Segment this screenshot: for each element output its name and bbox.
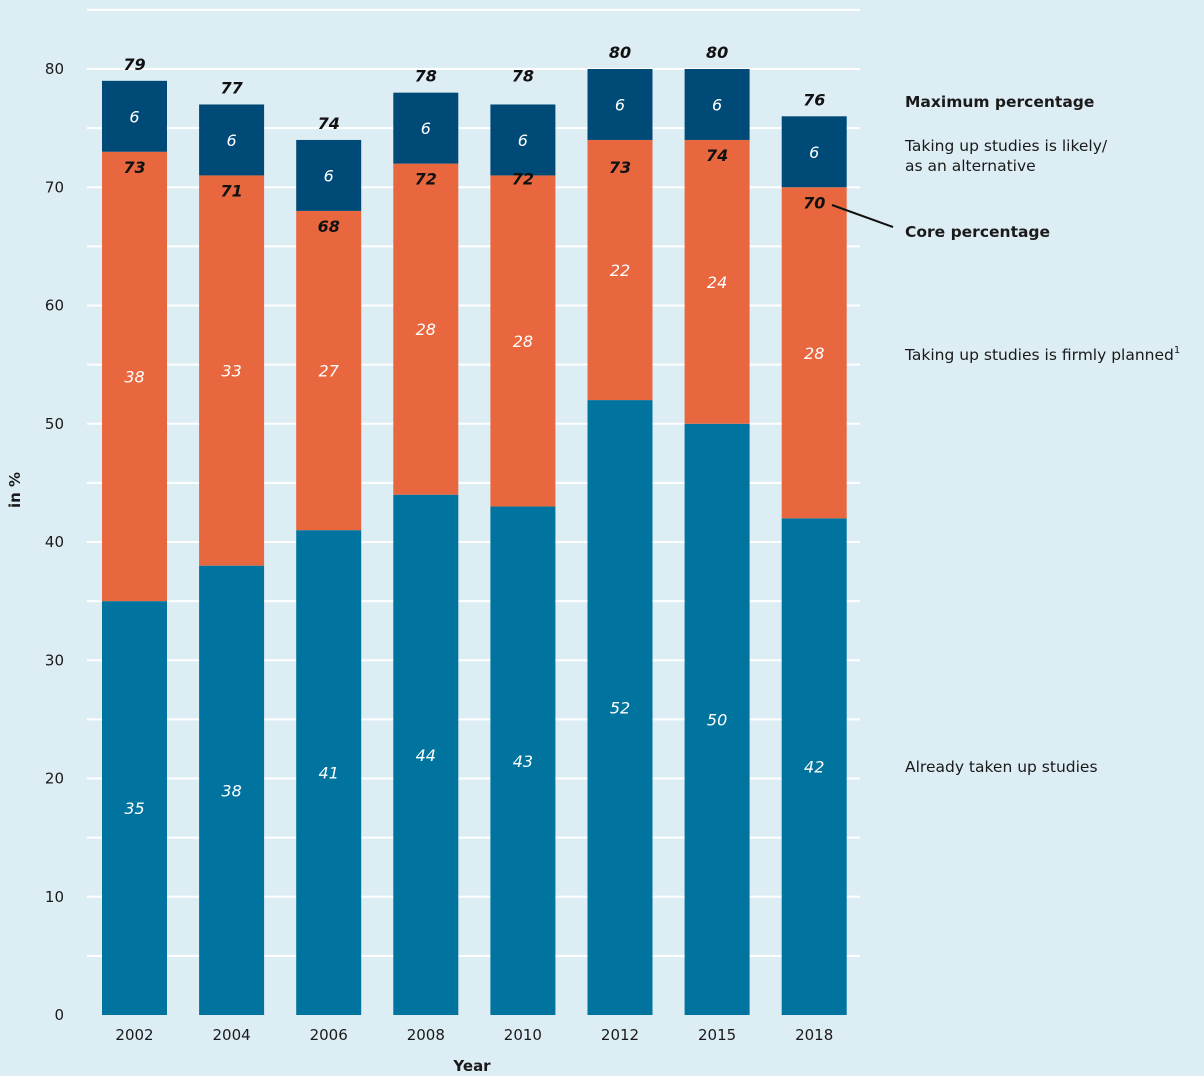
segment-label-already-taken-up-2018: 42 <box>804 758 824 777</box>
x-tick-2004: 2004 <box>213 1026 251 1044</box>
bars <box>102 69 847 1016</box>
legend-footnote-marker: 1 <box>1174 345 1180 356</box>
segment-label-likely-alternative-2015: 6 <box>712 95 722 114</box>
bar-likely-alternative-2010 <box>490 104 556 176</box>
maximum-percentage-label-2006: 74 <box>318 114 340 133</box>
segment-label-firmly-planned-2012: 22 <box>610 261 630 280</box>
segment-label-likely-alternative-2006: 6 <box>324 166 334 185</box>
bar-likely-alternative-2006 <box>296 139 362 211</box>
segment-label-firmly-planned-2002: 38 <box>124 367 144 386</box>
legend-likely-line2: as an alternative <box>905 157 1036 175</box>
bar-already-taken-up-2018 <box>781 518 847 1015</box>
legend-firmly-planned: Taking up studies is firmly planned1 <box>904 345 1180 364</box>
segment-label-already-taken-up-2006: 41 <box>319 764 339 783</box>
legend-core-percentage: Core percentage <box>905 223 1050 241</box>
legend-maximum-percentage: Maximum percentage <box>905 93 1094 111</box>
segment-label-likely-alternative-2008: 6 <box>421 119 431 138</box>
x-tick-2008: 2008 <box>407 1026 445 1044</box>
x-tick-2018: 2018 <box>795 1026 833 1044</box>
bar-already-taken-up-2010 <box>490 506 556 1015</box>
core-percentage-label-2004: 71 <box>220 181 242 200</box>
segment-label-already-taken-up-2004: 38 <box>221 781 241 800</box>
core-percentage-label-2012: 73 <box>609 158 631 177</box>
bar-likely-alternative-2018 <box>781 116 847 188</box>
total-labels: 73 79 71 77 68 74 72 78 72 78 73 80 74 80 70 76 <box>123 43 825 236</box>
y-tick-70: 70 <box>45 178 64 196</box>
segment-label-firmly-planned-2008: 28 <box>416 320 436 339</box>
x-tick-2002: 2002 <box>115 1026 153 1044</box>
segment-label-already-taken-up-2012: 52 <box>610 699 630 718</box>
bar-likely-alternative-2008 <box>393 92 459 164</box>
maximum-percentage-label-2010: 78 <box>512 67 534 86</box>
legend-firmly-planned-label: Taking up studies is firmly planned <box>904 346 1174 364</box>
segment-label-firmly-planned-2010: 28 <box>513 332 533 351</box>
maximum-percentage-label-2008: 78 <box>415 67 437 86</box>
bar-already-taken-up-2002 <box>102 601 167 1015</box>
y-tick-50: 50 <box>45 415 64 433</box>
bar-firmly-planned-2018 <box>781 187 847 519</box>
x-axis-title: Year <box>452 1057 491 1075</box>
segment-label-likely-alternative-2012: 6 <box>615 95 625 114</box>
maximum-percentage-label-2015: 80 <box>706 43 728 62</box>
y-tick-60: 60 <box>45 297 64 315</box>
y-tick-80: 80 <box>45 60 64 78</box>
bar-likely-alternative-2012 <box>587 69 653 140</box>
core-percentage-label-2015: 74 <box>706 146 728 165</box>
bar-firmly-planned-2002 <box>102 151 167 602</box>
core-percentage-label-2002: 73 <box>123 158 145 177</box>
y-tick-40: 40 <box>45 533 64 551</box>
core-percentage-label-2008: 72 <box>415 170 437 189</box>
core-percentage-label-2018: 70 <box>803 193 825 212</box>
bar-firmly-planned-2012 <box>587 139 653 401</box>
bar-already-taken-up-2004 <box>199 565 265 1015</box>
maximum-percentage-label-2004: 77 <box>220 78 243 97</box>
bar-firmly-planned-2004 <box>199 175 265 566</box>
segment-label-already-taken-up-2008: 44 <box>416 746 436 765</box>
bar-likely-alternative-2004 <box>199 104 265 176</box>
bar-already-taken-up-2015 <box>684 423 750 1015</box>
legend-likely-line1: Taking up studies is likely/ <box>904 137 1108 155</box>
bar-firmly-planned-2015 <box>684 139 750 424</box>
segment-label-already-taken-up-2002: 35 <box>124 799 144 818</box>
y-tick-30: 30 <box>45 651 64 669</box>
segment-label-likely-alternative-2010: 6 <box>518 131 528 150</box>
bar-firmly-planned-2006 <box>296 210 362 531</box>
core-percentage-label-2010: 72 <box>512 170 534 189</box>
segment-label-firmly-planned-2006: 27 <box>319 362 340 381</box>
y-axis-ticks: 0 10 20 30 40 50 60 70 80 <box>45 60 64 1024</box>
segment-label-likely-alternative-2004: 6 <box>227 131 237 150</box>
y-tick-20: 20 <box>45 770 64 788</box>
core-percentage-label-2006: 68 <box>318 217 340 236</box>
bar-already-taken-up-2008 <box>393 494 459 1015</box>
segment-label-firmly-planned-2015: 24 <box>707 273 727 292</box>
maximum-percentage-label-2012: 80 <box>609 43 631 62</box>
segment-label-likely-alternative-2018: 6 <box>809 143 819 162</box>
y-tick-10: 10 <box>45 888 64 906</box>
legend-already-taken-up: Already taken up studies <box>905 758 1098 776</box>
core-percentage-connector <box>831 204 894 228</box>
segment-labels: 35 38 6 38 33 6 41 27 6 44 28 6 43 28 6 52 22 6 50 24 6 42 28 6 <box>124 95 824 818</box>
x-axis-ticks: 2002 2004 2006 2008 2010 2012 2015 2018 <box>115 1026 833 1044</box>
bar-likely-alternative-2002 <box>102 80 167 152</box>
y-tick-0: 0 <box>54 1006 64 1024</box>
bar-firmly-planned-2010 <box>490 175 556 507</box>
segment-label-likely-alternative-2002: 6 <box>129 107 139 126</box>
segment-label-firmly-planned-2018: 28 <box>804 344 824 363</box>
x-tick-2015: 2015 <box>698 1026 736 1044</box>
legend: Maximum percentage Taking up studies is … <box>831 93 1180 776</box>
maximum-percentage-label-2018: 76 <box>803 90 825 109</box>
y-axis-title: in % <box>6 472 24 508</box>
bar-already-taken-up-2012 <box>587 400 653 1016</box>
bar-firmly-planned-2008 <box>393 163 459 495</box>
bar-already-taken-up-2006 <box>296 530 362 1015</box>
segment-label-firmly-planned-2004: 33 <box>221 362 241 381</box>
segment-label-already-taken-up-2015: 50 <box>707 710 727 729</box>
bar-likely-alternative-2015 <box>684 69 750 140</box>
x-tick-2012: 2012 <box>601 1026 639 1044</box>
x-tick-2006: 2006 <box>310 1026 348 1044</box>
x-tick-2010: 2010 <box>504 1026 542 1044</box>
segment-label-already-taken-up-2010: 43 <box>513 752 533 771</box>
maximum-percentage-label-2002: 79 <box>123 55 145 74</box>
